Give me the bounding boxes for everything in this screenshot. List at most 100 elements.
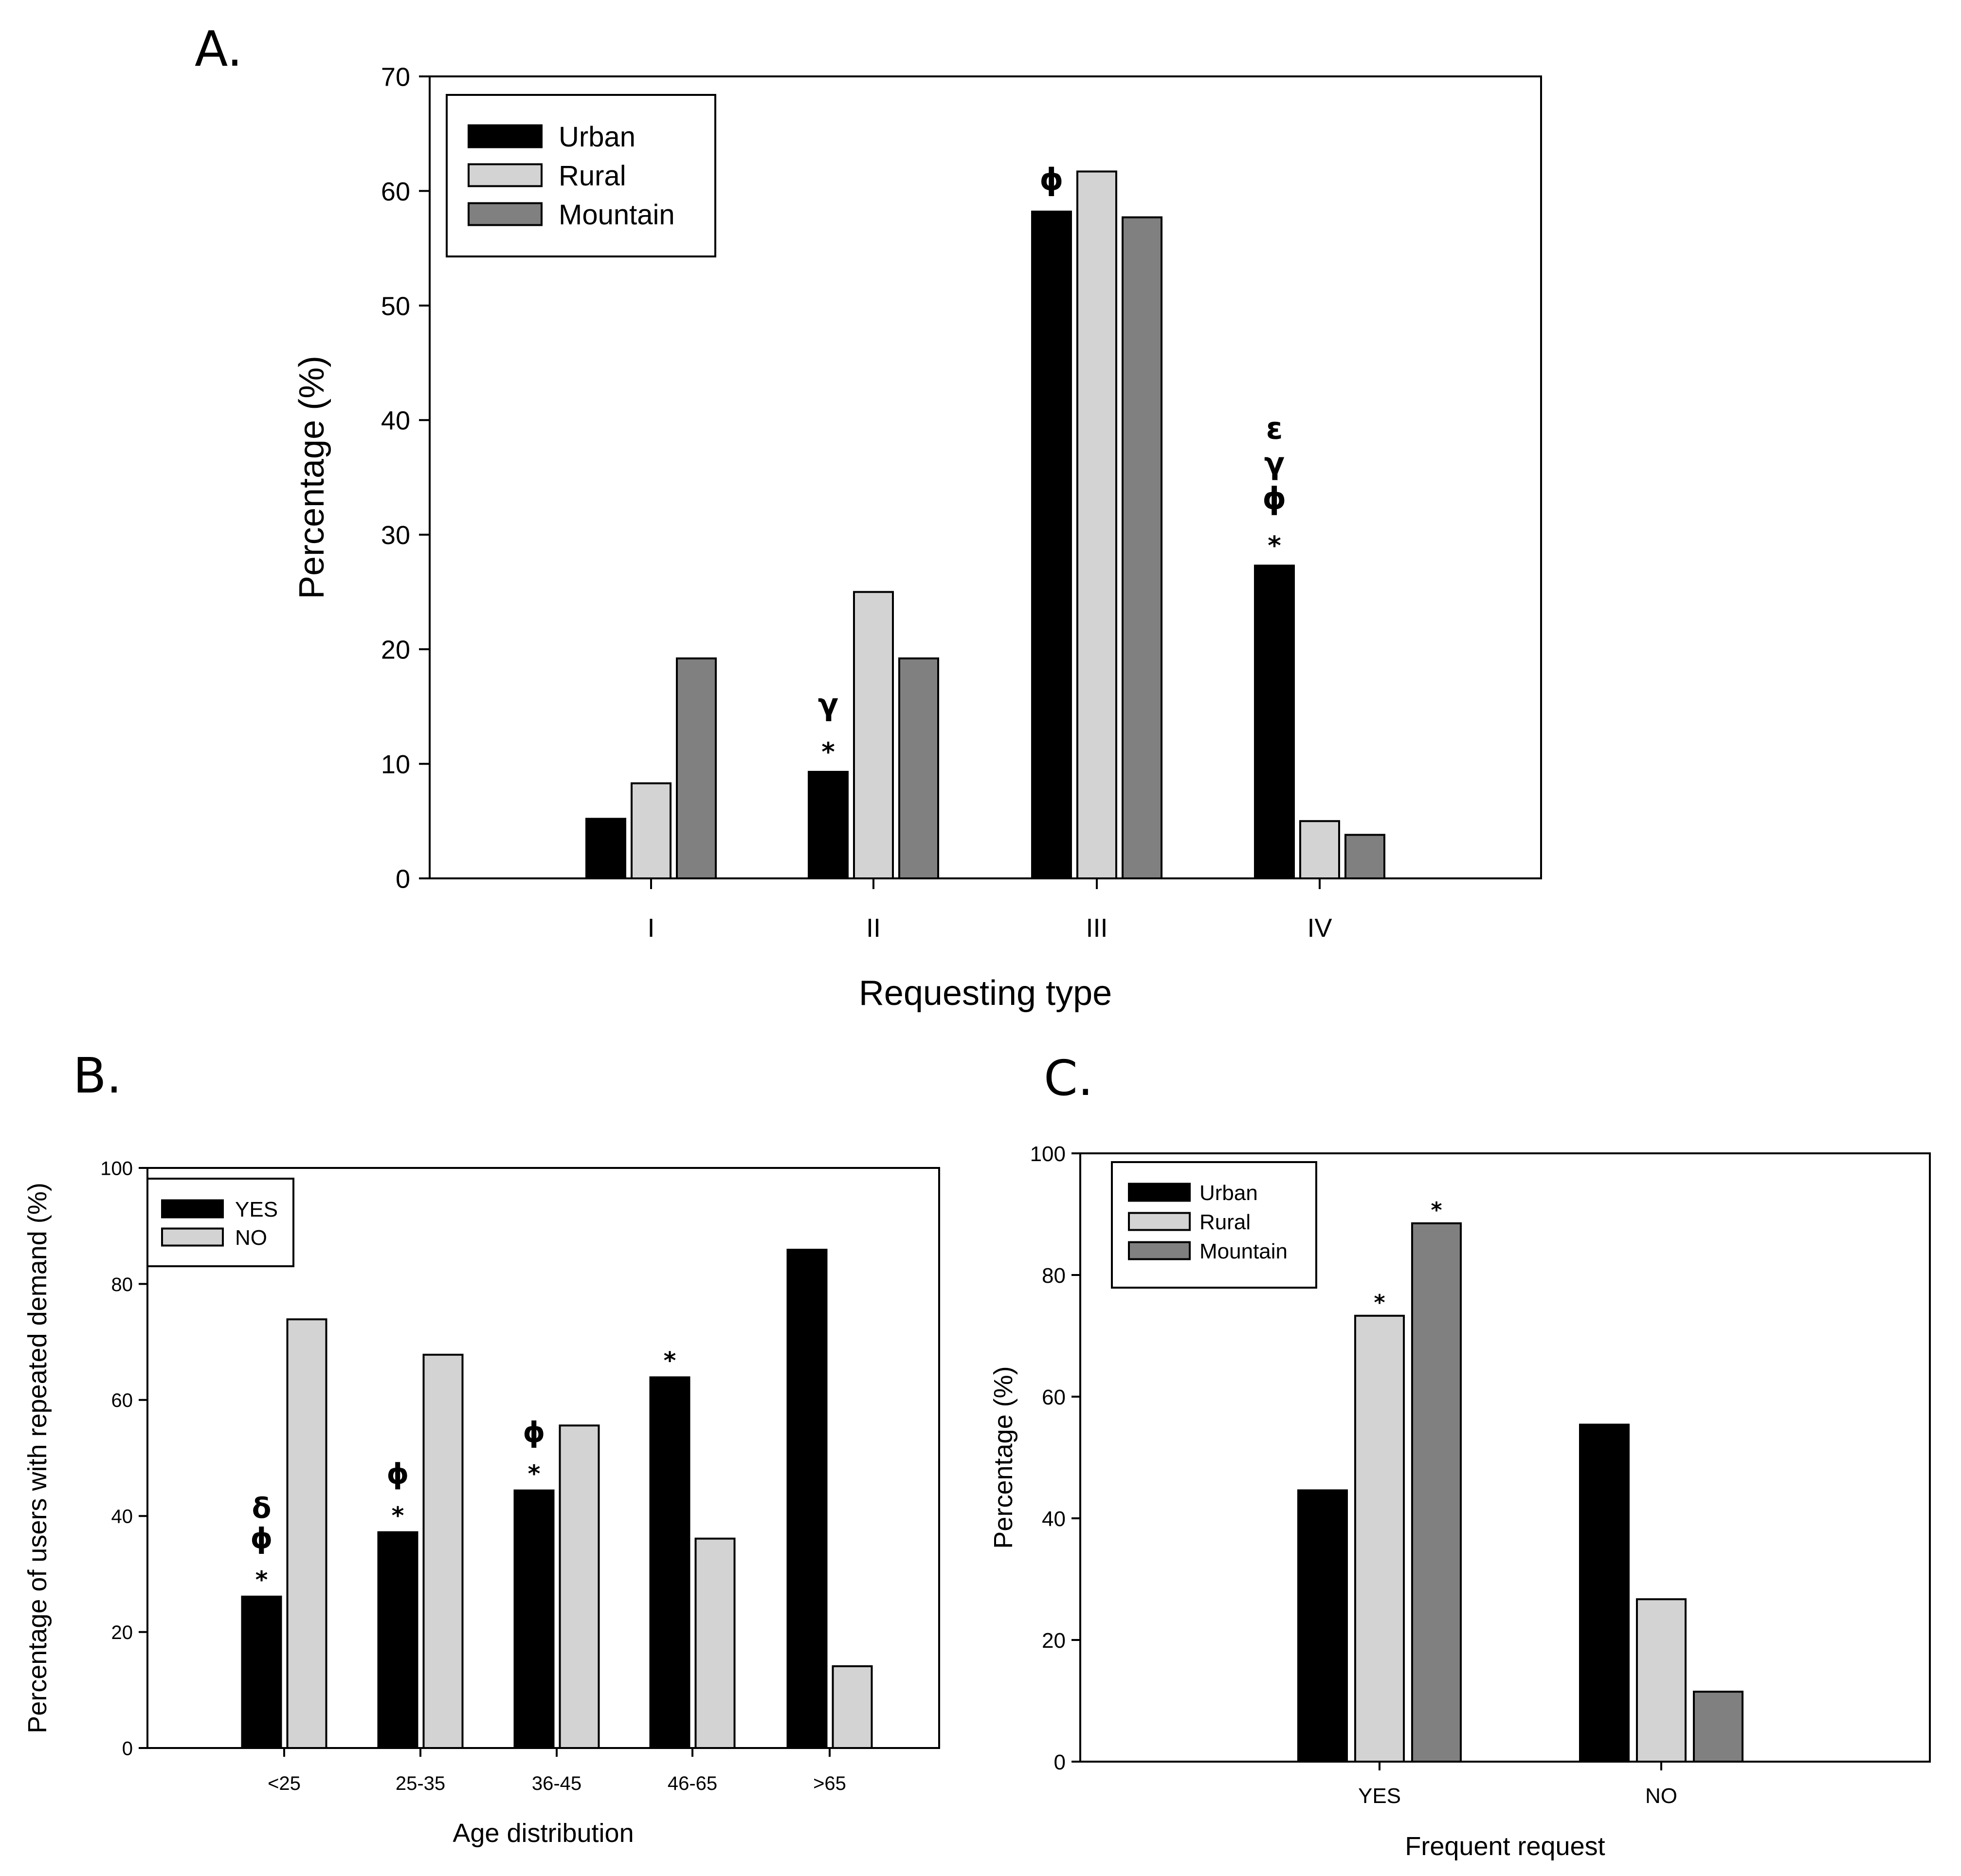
significance-mark: γ <box>818 687 838 722</box>
plot-frame <box>1079 1152 1931 1763</box>
y-tick-label: 60 <box>1042 1385 1066 1409</box>
x-tick-label: NO <box>1645 1784 1677 1808</box>
bar-mountain-iv <box>1344 834 1385 879</box>
bar-rural-i <box>631 782 672 879</box>
legend-swatch-mountain <box>468 202 543 226</box>
bar-yes-36-45 <box>513 1489 555 1749</box>
panel-label: C. <box>1044 1050 1093 1107</box>
significance-mark: * <box>1268 531 1281 561</box>
bar-urban-yes <box>1297 1489 1348 1763</box>
significance-mark: γ <box>1264 445 1285 481</box>
significance-mark: * <box>1431 1198 1442 1223</box>
plot-frame <box>429 75 1542 879</box>
bar-urban-i <box>585 818 626 880</box>
significance-mark: * <box>392 1501 404 1530</box>
legend-label-urban: Urban <box>1199 1181 1258 1205</box>
bar-yes-46-65 <box>649 1376 690 1749</box>
x-axis-title: Age distribution <box>453 1819 634 1848</box>
legend-label-yes: YES <box>235 1198 278 1221</box>
y-tick-label: 30 <box>381 521 410 550</box>
significance-mark: * <box>664 1347 676 1375</box>
legend-label-rural: Rural <box>1199 1210 1251 1234</box>
significance-mark: ϕ <box>1262 480 1286 516</box>
y-tick-label: 60 <box>381 177 410 206</box>
x-tick-label: III <box>1086 913 1108 943</box>
significance-mark: * <box>255 1566 268 1594</box>
bar-no-36-45 <box>559 1424 600 1749</box>
x-tick-label: YES <box>1358 1784 1401 1808</box>
significance-mark: δ <box>252 1492 272 1525</box>
y-axis-title: Percentage (%) <box>989 1366 1018 1548</box>
significance-mark: * <box>528 1459 541 1488</box>
significance-mark: * <box>1374 1291 1385 1315</box>
y-tick-label: 50 <box>381 291 410 321</box>
bar-mountain-iii <box>1122 216 1162 879</box>
bar-rural-iii <box>1076 170 1117 879</box>
bar-yes-25-35 <box>377 1531 418 1749</box>
x-tick-label: I <box>647 913 654 943</box>
legend-box <box>146 1178 294 1267</box>
legend-swatch-mountain <box>1128 1241 1191 1260</box>
panel-label: B. <box>73 1047 122 1104</box>
legend-swatch-rural <box>1128 1212 1191 1231</box>
y-tick-label: 10 <box>381 750 410 779</box>
x-tick-label: IV <box>1307 913 1332 943</box>
legend-label-no: NO <box>235 1226 267 1250</box>
y-tick-label: 40 <box>1042 1507 1066 1531</box>
significance-mark: ϕ <box>523 1416 545 1449</box>
bar-no-gt65 <box>832 1665 873 1749</box>
y-tick-label: 0 <box>122 1738 133 1759</box>
legend-label-rural: Rural <box>559 160 626 192</box>
legend-label-mountain: Mountain <box>559 199 675 231</box>
y-tick-label: 100 <box>1030 1142 1066 1166</box>
significance-mark: * <box>821 737 835 767</box>
y-tick-label: 0 <box>1054 1750 1066 1774</box>
bar-no-25-35 <box>422 1353 464 1749</box>
bar-yes-lt25 <box>241 1595 282 1749</box>
y-tick-label: 20 <box>111 1622 133 1643</box>
x-tick-label: II <box>866 913 881 943</box>
significance-mark: ϕ <box>250 1522 272 1555</box>
x-tick-label: <25 <box>268 1773 301 1794</box>
panel-c: C. 0 20 40 60 80 100 YES NO * * Urban Rural Mountain F… <box>989 1050 1931 1861</box>
significance-mark: ε <box>1266 410 1283 446</box>
bar-rural-iv <box>1299 820 1340 880</box>
bar-rural-no <box>1636 1598 1687 1763</box>
bar-urban-iii <box>1031 210 1072 880</box>
y-tick-label: 100 <box>100 1158 133 1179</box>
y-tick-label: 40 <box>381 406 410 436</box>
bar-urban-no <box>1579 1423 1630 1763</box>
legend-swatch-urban <box>468 124 543 148</box>
y-tick-label: 70 <box>381 62 410 91</box>
y-tick-label: 20 <box>1042 1629 1066 1653</box>
legend-label-urban: Urban <box>559 121 636 153</box>
x-tick-label: 25-35 <box>396 1773 445 1794</box>
bar-no-lt25 <box>286 1318 327 1749</box>
bar-rural-yes <box>1354 1314 1405 1763</box>
bar-urban-ii <box>808 771 849 879</box>
x-tick-label: 36-45 <box>532 1773 581 1794</box>
legend-swatch-no <box>161 1227 224 1247</box>
x-tick-label: >65 <box>813 1773 846 1794</box>
y-tick-label: 40 <box>111 1506 133 1528</box>
y-axis-title: Percentage of users with repeated demand… <box>23 1183 52 1733</box>
panel-label: A. <box>195 20 242 77</box>
bar-rural-ii <box>853 591 894 879</box>
bar-mountain-ii <box>898 657 939 880</box>
y-tick-label: 20 <box>381 636 410 665</box>
y-tick-label: 80 <box>111 1274 133 1295</box>
bar-mountain-yes <box>1411 1222 1462 1763</box>
y-tick-label: 0 <box>396 864 410 893</box>
significance-mark: ϕ <box>1039 162 1063 197</box>
x-axis-title: Requesting type <box>859 974 1112 1013</box>
legend-swatch-urban <box>1128 1183 1191 1202</box>
x-axis-title: Frequent request <box>1405 1832 1605 1861</box>
y-axis-title: Percentage (%) <box>292 356 331 599</box>
y-tick-label: 80 <box>1042 1264 1066 1288</box>
y-tick-label: 60 <box>111 1390 133 1411</box>
bar-mountain-no <box>1693 1691 1743 1763</box>
significance-mark: ϕ <box>386 1457 409 1491</box>
